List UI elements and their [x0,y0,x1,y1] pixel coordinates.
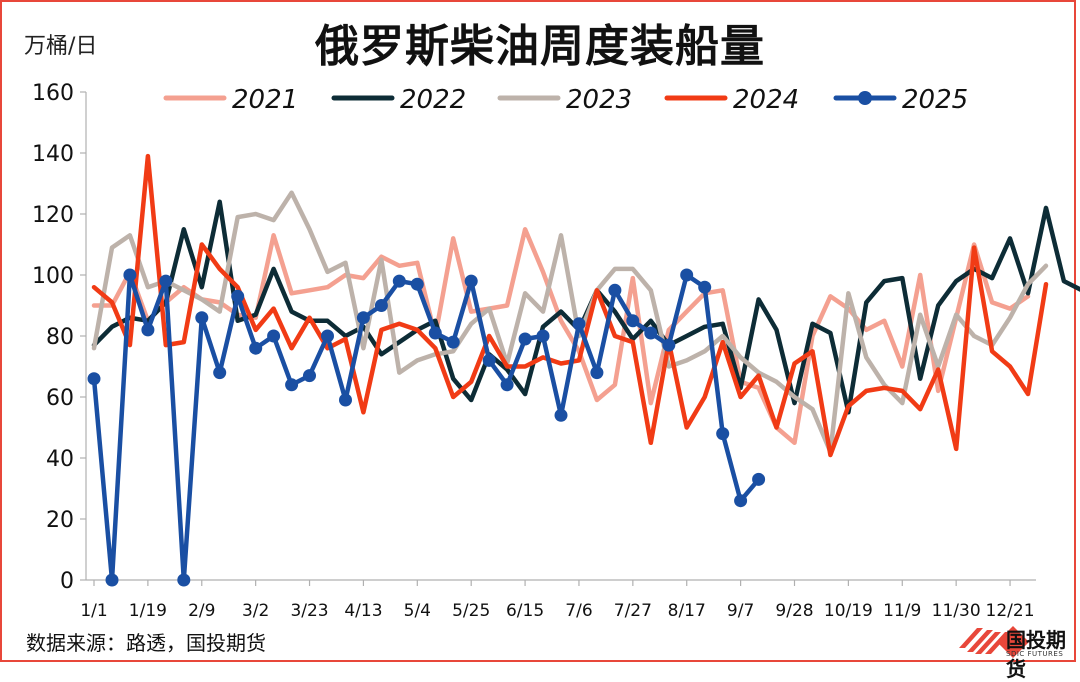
data-point-2025 [411,278,424,291]
x-tick-label: 4/13 [344,601,382,621]
data-point-2025 [231,290,244,303]
legend: 2021 2022 2023 2024 2025 [166,85,968,115]
data-point-2025 [519,333,532,346]
legend-marker-2025 [858,91,872,105]
data-point-2025 [88,372,101,385]
y-tick-label: 140 [32,142,74,167]
series-layer [88,156,1080,586]
data-point-2025 [465,275,478,288]
company-name-english: SDIC FUTURES [1006,650,1063,658]
x-tick-label: 8/17 [668,601,706,621]
data-point-2025 [752,473,765,486]
data-point-2025 [106,574,119,587]
legend-label-2021: 2021 [232,85,298,115]
data-point-2025 [213,366,226,379]
data-point-2025 [555,409,568,422]
x-tick-label: 3/2 [242,601,269,621]
y-tick-label: 40 [46,447,74,472]
data-point-2025 [393,275,406,288]
data-point-2025 [483,354,496,367]
data-point-2025 [267,330,280,343]
data-point-2025 [501,378,514,391]
y-tick-label: 80 [46,325,74,350]
data-point-2025 [285,378,298,391]
legend-label-2022: 2022 [400,85,466,115]
x-tick-label: 1/19 [129,601,167,621]
data-point-2025 [141,323,154,336]
data-point-2025 [716,427,729,440]
x-tick-label: 12/21 [986,601,1035,621]
x-tick-label: 9/28 [775,601,813,621]
x-tick-label: 11/9 [883,601,921,621]
y-tick-label: 20 [46,508,74,533]
x-tick-label: 1/1 [80,601,107,621]
data-point-2025 [734,494,747,507]
x-tick-label: 3/23 [290,601,328,621]
data-point-2025 [123,269,136,282]
legend-label-2025: 2025 [902,85,968,115]
y-tick-label: 0 [60,569,74,594]
data-point-2025 [339,394,352,407]
data-point-2025 [644,327,657,340]
data-point-2025 [357,311,370,324]
data-point-2025 [303,369,316,382]
data-point-2025 [537,330,550,343]
x-tick-label: 7/27 [614,601,652,621]
y-tick-label: 120 [32,203,74,228]
data-point-2025 [159,275,172,288]
x-tick-label: 6/15 [506,601,544,621]
x-tick-label: 5/4 [404,601,431,621]
x-tick-label: 2/9 [188,601,215,621]
legend-label-2024: 2024 [733,85,799,115]
x-tick-label: 10/19 [824,601,873,621]
data-point-2025 [177,574,190,587]
x-tick-label: 5/25 [452,601,490,621]
data-point-2025 [698,281,711,294]
data-point-2025 [249,342,262,355]
data-point-2025 [590,366,603,379]
data-source-note: 数据来源：路透，国投期货 [26,627,266,656]
y-tick-label: 160 [32,81,74,106]
data-point-2025 [429,327,442,340]
data-point-2025 [608,284,621,297]
line-chart: 0 20 40 60 80 100 120 140 160 1/1 1/19 2/9 3/2 3/23 4/… [0,0,1080,666]
x-tick-label: 7/6 [565,601,592,621]
data-point-2025 [662,339,675,352]
y-tick-label: 100 [32,264,74,289]
data-point-2025 [321,330,334,343]
data-point-2025 [195,311,208,324]
legend-label-2023: 2023 [566,85,632,115]
data-point-2025 [626,314,639,327]
data-point-2025 [573,317,586,330]
data-point-2025 [447,336,460,349]
y-tick-label: 60 [46,386,74,411]
x-tick-label: 9/7 [727,601,754,621]
x-tick-label: 11/30 [932,601,981,621]
data-point-2025 [680,269,693,282]
data-point-2025 [375,299,388,312]
